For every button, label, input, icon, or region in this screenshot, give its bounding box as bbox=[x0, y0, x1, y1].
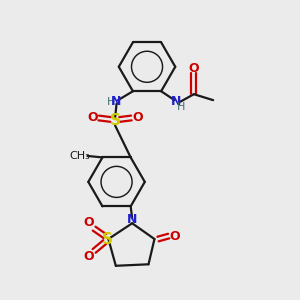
Text: O: O bbox=[188, 61, 199, 74]
Text: H: H bbox=[106, 97, 115, 106]
Text: N: N bbox=[171, 95, 181, 108]
Text: N: N bbox=[127, 213, 137, 226]
Text: O: O bbox=[84, 216, 94, 229]
Text: H: H bbox=[177, 102, 185, 112]
Text: O: O bbox=[132, 112, 143, 124]
Text: S: S bbox=[110, 113, 121, 128]
Text: O: O bbox=[84, 250, 94, 263]
Text: O: O bbox=[169, 230, 180, 243]
Text: N: N bbox=[111, 95, 122, 108]
Text: O: O bbox=[88, 112, 98, 124]
Text: CH₃: CH₃ bbox=[70, 151, 91, 161]
Text: S: S bbox=[102, 232, 113, 247]
